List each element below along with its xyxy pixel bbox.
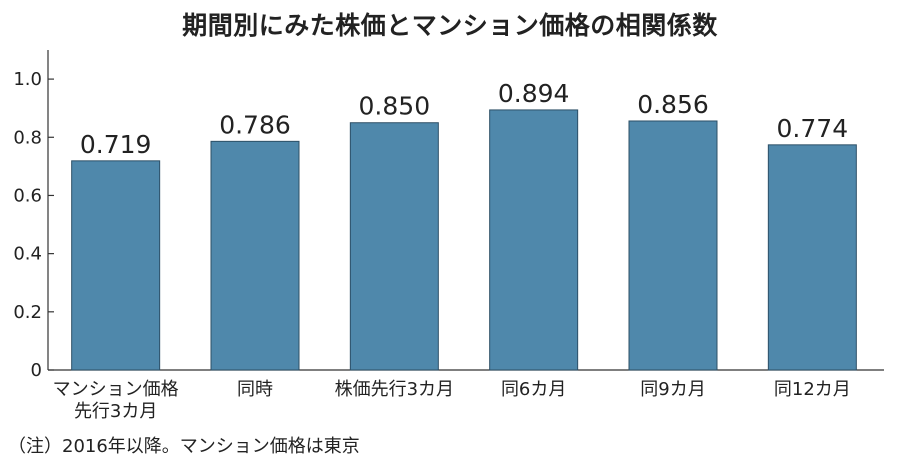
chart-title: 期間別にみた株価とマンション価格の相関係数 [182,11,718,40]
data-label: 0.856 [637,90,709,119]
y-axis: 0 0.2 0.4 0.6 0.8 1.0 [13,50,54,381]
y-tick-label: 0.4 [13,244,42,265]
bar [71,160,161,371]
category-label: 同12カ月 [774,379,851,400]
chart-note: （注）2016年以降。マンション価格は東京 [8,436,360,457]
bars [71,109,857,371]
data-label: 0.786 [219,110,291,139]
bar [210,140,300,371]
bar [489,109,579,371]
y-tick-label: 0 [31,360,42,381]
category-label: 株価先行3カ月 [335,379,454,400]
category-label: 同時 [237,379,273,400]
category-label: 同9カ月 [640,379,705,400]
data-label: 0.894 [498,79,570,108]
data-labels: 0.719 0.786 0.850 0.894 0.856 0.774 [80,79,848,159]
bar [628,120,718,371]
y-tick-label: 0.6 [13,185,42,206]
bar [767,144,857,371]
category-label: 同6カ月 [501,379,566,400]
data-label: 0.850 [359,92,431,121]
y-tick-label: 0.8 [13,127,42,148]
category-label: 先行3カ月 [74,401,157,422]
y-tick-label: 1.0 [13,69,42,90]
category-label: マンション価格 [53,379,179,400]
data-label: 0.719 [80,130,152,159]
bar [349,122,439,371]
data-label: 0.774 [777,114,849,143]
y-tick-label: 0.2 [13,302,42,323]
